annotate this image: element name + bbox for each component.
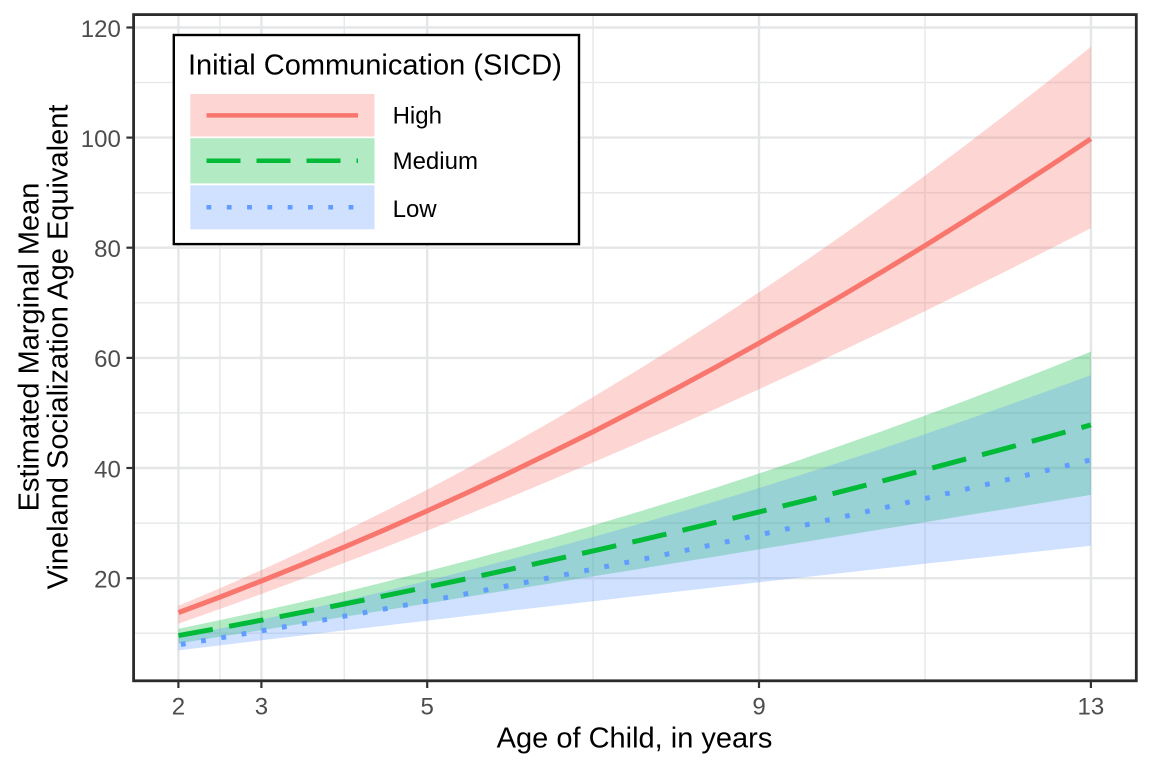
svg-text:Age of Child, in years: Age of Child, in years xyxy=(497,723,773,755)
svg-text:100: 100 xyxy=(81,126,121,153)
svg-text:Vineland Socialization Age Equ: Vineland Socialization Age Equivalent xyxy=(43,105,75,590)
svg-text:20: 20 xyxy=(94,567,121,594)
svg-text:120: 120 xyxy=(81,16,121,43)
svg-text:2: 2 xyxy=(172,693,185,720)
svg-text:60: 60 xyxy=(94,346,121,373)
svg-text:3: 3 xyxy=(255,693,268,720)
svg-text:5: 5 xyxy=(421,693,434,720)
svg-text:Medium: Medium xyxy=(393,148,478,175)
svg-text:Initial Communication (SICD): Initial Communication (SICD) xyxy=(188,50,562,82)
svg-text:9: 9 xyxy=(752,693,765,720)
svg-text:Estimated Marginal Mean: Estimated Marginal Mean xyxy=(14,183,46,512)
svg-text:High: High xyxy=(393,103,442,130)
svg-text:13: 13 xyxy=(1078,693,1105,720)
svg-text:40: 40 xyxy=(94,456,121,483)
svg-text:80: 80 xyxy=(94,236,121,263)
svg-text:Low: Low xyxy=(393,196,438,223)
